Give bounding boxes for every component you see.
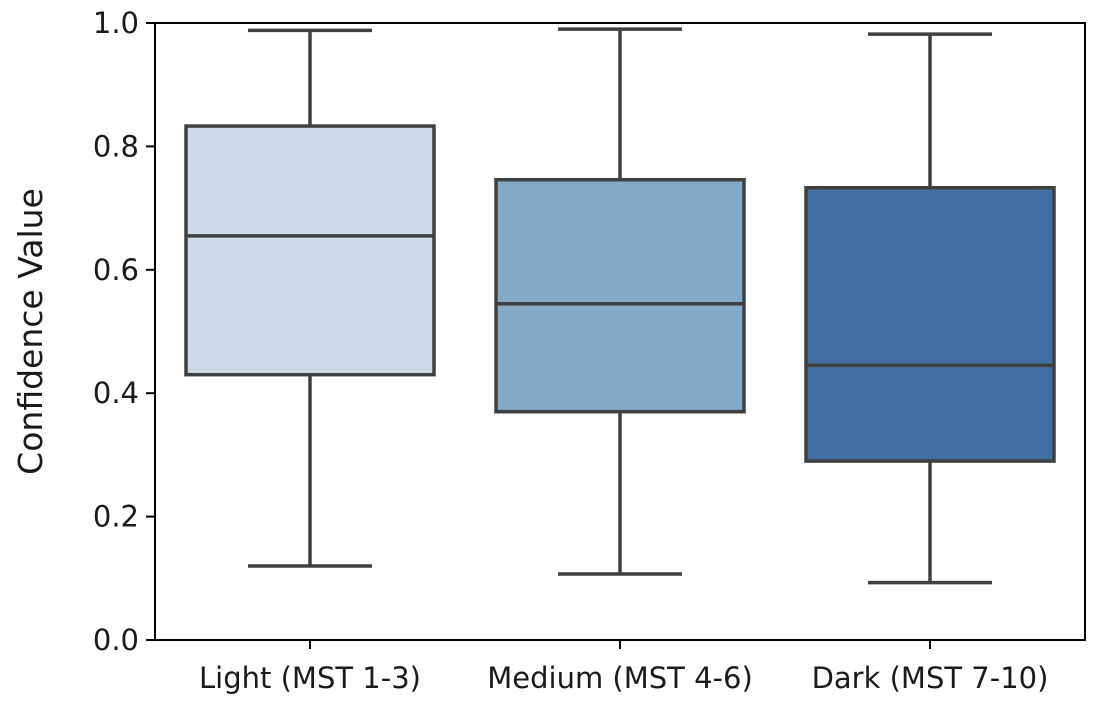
y-tick-label: 0.4 [93, 376, 139, 410]
box-group [184, 27, 1056, 585]
x-tick-label: Dark (MST 7-10) [812, 661, 1049, 695]
y-tick-label: 0.2 [93, 500, 139, 534]
y-tick-label: 0.0 [93, 623, 139, 657]
box-iqr [804, 185, 1056, 463]
y-tick-label: 0.8 [93, 129, 139, 163]
box-iqr [494, 177, 746, 414]
x-axis: Light (MST 1-3) Medium (MST 4-6) Dark (MST… [199, 640, 1048, 695]
box-iqr [184, 124, 436, 377]
x-tick-label: Light (MST 1-3) [199, 661, 421, 695]
y-axis-label: Confidence Value [11, 188, 50, 475]
y-axis: 0.0 0.2 0.4 0.6 0.8 1.0 [93, 6, 155, 657]
y-tick-label: 1.0 [93, 6, 139, 40]
x-tick-label: Medium (MST 4-6) [487, 661, 753, 695]
y-tick-label: 0.6 [93, 253, 139, 287]
